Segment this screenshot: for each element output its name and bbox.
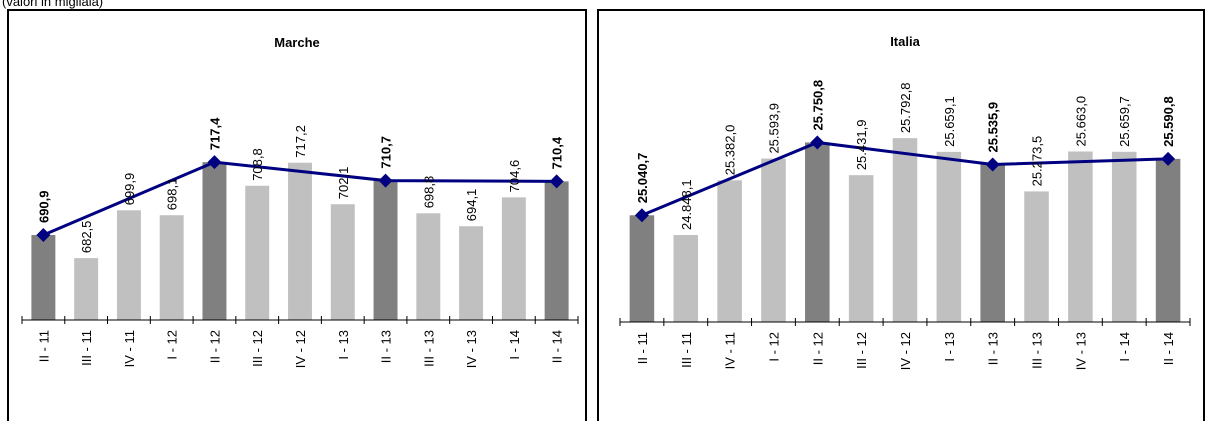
data-label: 25.593,9 — [766, 103, 781, 154]
x-tick-label: II - 11 — [635, 332, 650, 364]
data-label: 702,1 — [336, 167, 351, 200]
x-tick-label: IV - 12 — [293, 330, 308, 368]
marker — [1161, 151, 1176, 166]
marker — [549, 174, 564, 189]
data-label: 25.750,8 — [810, 80, 825, 131]
trend-line — [641, 140, 1169, 217]
bar — [202, 162, 227, 320]
x-tick-label: II - 11 — [36, 330, 51, 362]
data-label: 25.535,9 — [986, 102, 1001, 153]
marker — [207, 155, 222, 170]
marker — [634, 208, 649, 223]
x-tick-label: I - 12 — [165, 330, 180, 360]
x-tick-label: III - 12 — [250, 330, 265, 367]
bar — [116, 210, 141, 320]
data-label: 717,4 — [207, 117, 222, 150]
x-tick-label: II - 12 — [207, 330, 222, 363]
x-tick-label: IV - 11 — [723, 332, 738, 369]
bar — [980, 164, 1005, 322]
data-label: 24.848,1 — [679, 179, 694, 230]
x-tick-label: III - 13 — [421, 330, 436, 367]
bar — [1068, 151, 1093, 322]
marker — [36, 228, 51, 243]
x-tick-label: IV - 13 — [464, 330, 479, 368]
chart-title: Italia — [890, 34, 920, 49]
bar — [459, 226, 484, 320]
bar — [330, 204, 355, 320]
bar — [892, 138, 918, 322]
bar — [245, 185, 270, 320]
x-tick-label: III - 13 — [1030, 332, 1045, 369]
data-label: 694,1 — [464, 189, 479, 222]
bar — [673, 235, 699, 322]
data-label: 698,8 — [421, 176, 436, 209]
marker — [378, 173, 393, 188]
x-tick-label: II - 14 — [1161, 332, 1176, 365]
x-tick-label: I - 12 — [766, 332, 781, 362]
data-label: 698,1 — [165, 178, 180, 211]
bar — [288, 162, 312, 320]
bar — [717, 180, 742, 322]
chart-title: Marche — [274, 35, 320, 50]
bar — [629, 215, 655, 322]
bar — [936, 151, 962, 322]
data-label: 699,9 — [122, 173, 137, 206]
x-tick-label: IV - 13 — [1073, 332, 1088, 370]
trend-line — [42, 160, 557, 237]
data-label: 710,4 — [550, 136, 565, 169]
x-tick-label: III - 11 — [79, 330, 94, 366]
x-tick-label: III - 12 — [854, 332, 869, 369]
marker — [985, 157, 1000, 172]
bar — [373, 180, 398, 320]
data-label: 25.431,9 — [854, 120, 869, 171]
x-tick-label: I - 13 — [336, 330, 351, 360]
header: (valori in migliaia) — [2, 0, 103, 9]
bar — [501, 197, 526, 320]
x-tick-label: I - 14 — [1117, 332, 1132, 362]
x-tick-label: IV - 12 — [898, 332, 913, 370]
bar — [1111, 151, 1137, 322]
data-label: 25.663,0 — [1073, 96, 1088, 147]
data-label: 25.273,5 — [1030, 136, 1045, 187]
x-tick-label: I - 14 — [507, 330, 522, 360]
data-label: 682,5 — [79, 221, 94, 254]
bar — [31, 235, 56, 320]
x-tick-label: II - 14 — [550, 330, 565, 363]
marker — [810, 135, 825, 150]
x-tick-label: II - 13 — [379, 330, 394, 363]
data-label: 25.040,7 — [635, 153, 650, 204]
x-tick-label: IV - 11 — [122, 330, 137, 367]
bar — [761, 158, 786, 322]
panel-frame — [597, 9, 1205, 426]
data-label: 717,2 — [293, 125, 308, 158]
data-label: 710,7 — [379, 136, 394, 169]
data-label: 25.792,8 — [898, 83, 913, 134]
bar — [416, 213, 441, 320]
x-tick-label: II - 13 — [986, 332, 1001, 365]
data-label: 25.590,8 — [1161, 96, 1176, 147]
data-label: 704,6 — [507, 160, 522, 193]
data-label: 708,8 — [250, 148, 265, 181]
x-tick-label: I - 13 — [942, 332, 957, 362]
data-label: 690,9 — [36, 190, 51, 223]
bar — [74, 258, 99, 320]
bar — [848, 175, 874, 322]
x-tick-label: III - 11 — [679, 332, 694, 368]
data-label: 25.659,7 — [1117, 96, 1132, 147]
data-label: 25.659,1 — [942, 96, 957, 147]
bar — [1155, 158, 1181, 322]
data-label: 25.382,0 — [723, 125, 738, 176]
x-tick-label: II - 12 — [810, 332, 825, 365]
bar — [544, 181, 569, 320]
bar — [159, 215, 184, 320]
bar — [805, 142, 830, 322]
panel-frame — [7, 9, 587, 426]
bar — [1024, 191, 1049, 322]
